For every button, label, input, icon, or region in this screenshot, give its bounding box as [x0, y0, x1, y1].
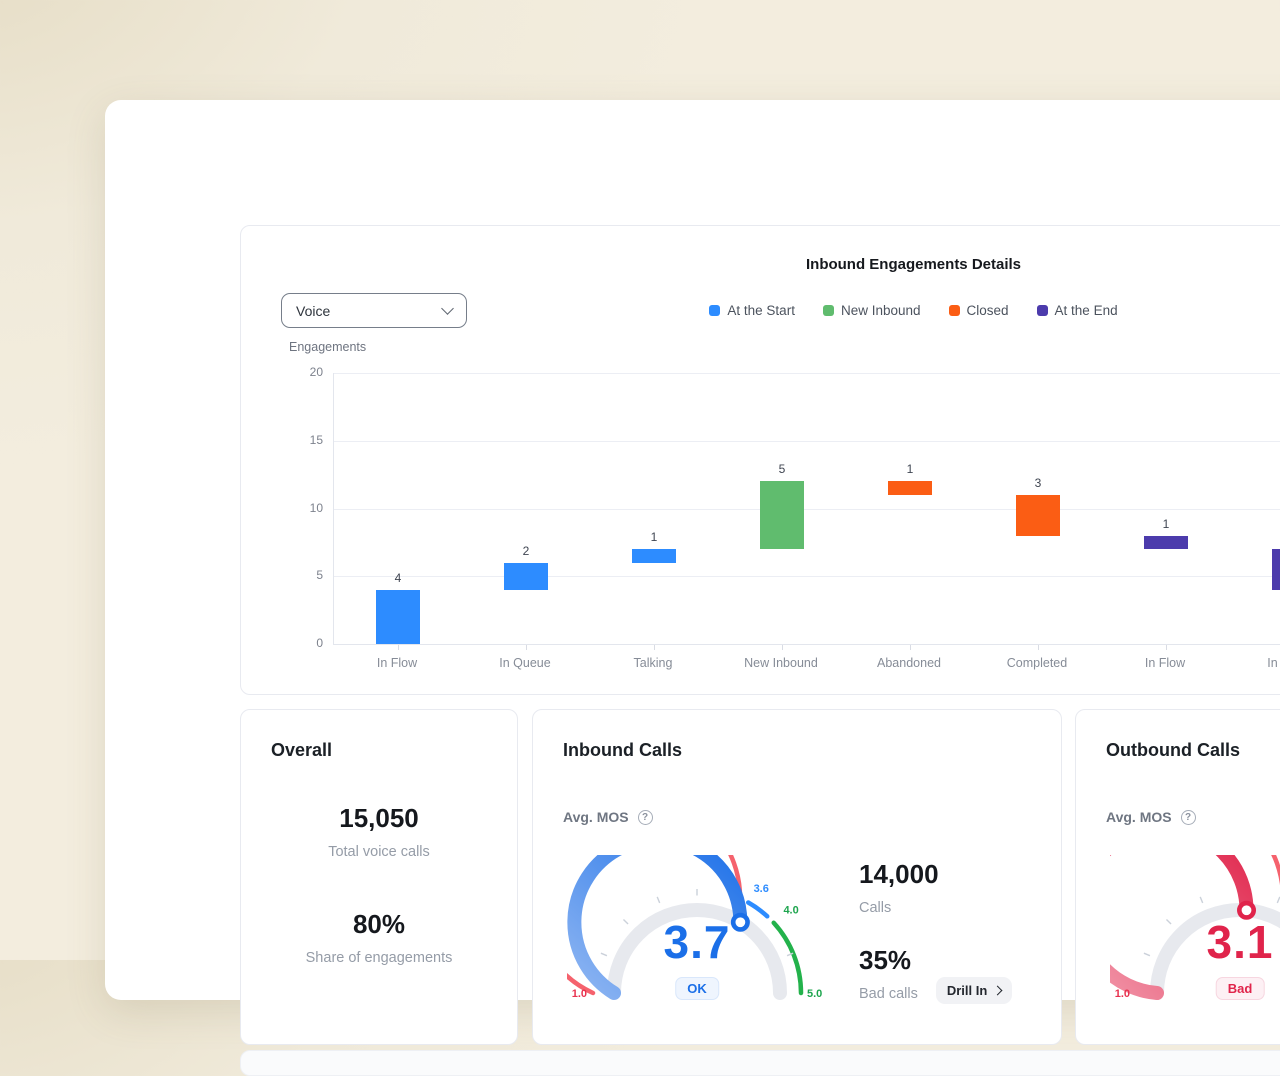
bar-in-flow[interactable] — [376, 589, 420, 644]
inbound-mos-gauge: 1.0 3.6 4.0 5.0 3.7 OK — [529, 792, 827, 1009]
x-axis-label: In Queue — [1267, 656, 1280, 670]
total-voice-calls-label: Total voice calls — [328, 844, 430, 860]
gauge-tick-label: 3.6 — [754, 883, 769, 895]
x-axis-label: Completed — [1006, 656, 1068, 670]
legend-swatch-icon — [822, 305, 834, 316]
question-circle-icon[interactable]: ? — [1180, 809, 1196, 825]
gauge-tick-label: 1.0 — [1115, 988, 1130, 1000]
x-axis-label: In Queue — [499, 656, 551, 670]
total-voice-calls-value: 15,050 — [339, 803, 419, 833]
avg-mos-label: Avg. MOS — [1106, 809, 1172, 825]
gauge-value: 3.1 — [1206, 916, 1274, 968]
x-tick — [526, 645, 527, 650]
y-tick-label: 10 — [309, 500, 323, 515]
x-tick — [654, 645, 655, 650]
gridline — [334, 576, 1280, 578]
drill-in-label: Drill In — [946, 982, 988, 998]
bad-calls-value: 35% — [859, 945, 912, 975]
inbound-side-stats: 14,000 Calls 35% Bad calls Drill In — [859, 858, 1013, 1004]
overall-stats: 15,050 Total voice calls 80% Share of en… — [241, 802, 517, 968]
y-tick-label: 15 — [309, 432, 323, 447]
outbound-avg-mos-row: Avg. MOS ? — [1106, 809, 1196, 825]
x-tick — [910, 645, 911, 650]
dashboard-panel: Inbound Engagements Details Voice At the… — [105, 100, 1280, 1076]
legend-label: At the Start — [727, 303, 795, 318]
legend-item-at-the-end[interactable]: At the End — [1036, 303, 1118, 318]
share-of-engagements-label: Share of engagements — [305, 950, 453, 966]
bar-in-queue[interactable] — [1272, 549, 1280, 590]
drill-in-button[interactable]: Drill In — [935, 976, 1013, 1004]
gauge-value: 3.7 — [663, 916, 731, 968]
bad-calls-label: Bad calls — [859, 986, 918, 1002]
bar-talking[interactable] — [632, 549, 676, 563]
legend-label: New Inbound — [840, 303, 921, 318]
y-tick-label: 5 — [316, 568, 323, 583]
bar-value-label: 3 — [1264, 530, 1280, 544]
legend-swatch-icon — [948, 305, 960, 316]
x-tick — [782, 645, 783, 650]
gridline — [334, 508, 1280, 510]
overall-card: Overall 15,050 Total voice calls 80% Sha… — [240, 709, 518, 1045]
inbound-engagements-card: Inbound Engagements Details Voice At the… — [240, 225, 1280, 695]
bar-value-label: 2 — [522, 543, 530, 558]
x-axis-label: New Inbound — [744, 656, 818, 670]
bar-value-label: 1 — [650, 530, 658, 545]
inbound-calls-value: 14,000 — [859, 859, 939, 889]
bar-new-inbound[interactable] — [760, 481, 804, 550]
chart-legend: At the Start New Inbound Closed At the End — [241, 303, 1280, 318]
bar-completed[interactable] — [1016, 494, 1060, 536]
bar-value-label: 1 — [906, 462, 914, 477]
y-tick-label: 0 — [316, 636, 323, 650]
bar-plot: 4 2 1 5 1 3 1 3 — [333, 373, 1280, 650]
gridline — [334, 440, 1280, 442]
legend-item-closed[interactable]: Closed — [948, 303, 1009, 318]
legend-label: Closed — [966, 303, 1009, 318]
y-axis-title: Engagements — [289, 340, 367, 354]
x-axis-label: Talking — [633, 656, 673, 670]
bar-value-label: 1 — [1162, 516, 1170, 531]
overall-card-title: Overall — [271, 740, 333, 760]
outbound-card-title: Outbound Calls — [1106, 740, 1240, 760]
legend-item-at-the-start[interactable]: At the Start — [709, 303, 795, 318]
bar-value-label: 3 — [1034, 475, 1042, 490]
legend-label: At the End — [1054, 303, 1118, 318]
inbound-calls-label: Calls — [859, 900, 892, 916]
avg-mos-label: Avg. MOS — [563, 809, 629, 825]
inbound-card-title: Inbound Calls — [563, 740, 682, 760]
question-circle-icon[interactable]: ? — [637, 809, 653, 825]
x-axis-label: In Flow — [376, 656, 418, 670]
inbound-avg-mos-row: Avg. MOS ? — [563, 809, 653, 825]
share-of-engagements-value: 80% — [352, 909, 406, 939]
gauge-tick-label: 5.0 — [807, 988, 822, 1000]
x-tick — [1166, 645, 1167, 650]
y-tick-label: 20 — [309, 365, 323, 379]
bar-in-queue[interactable] — [504, 562, 548, 590]
inbound-calls-card: Inbound Calls Avg. MOS ? 1.0 3.6 4.0 5.0 3.7… — [529, 709, 1062, 1045]
chevron-right-icon — [992, 985, 1003, 995]
outbound-calls-card: Outbound Calls Avg. MOS ? 1.03.64.05.03.… — [1072, 709, 1280, 1045]
chart-title: Inbound Engagements Details — [805, 256, 1022, 273]
x-tick — [398, 645, 399, 650]
bar-value-label: 5 — [778, 462, 786, 477]
x-tick — [1038, 645, 1039, 650]
x-axis-label: Abandoned — [877, 656, 941, 670]
legend-swatch-icon — [709, 305, 721, 316]
gauge-tick-label: 1.0 — [572, 988, 587, 1000]
gridline — [334, 373, 1280, 374]
bar-abandoned[interactable] — [888, 481, 932, 495]
next-row-card-peek — [240, 1050, 1280, 1076]
gauge-status-badge: Bad — [1215, 977, 1265, 1000]
legend-swatch-icon — [1036, 305, 1048, 316]
legend-item-new-inbound[interactable]: New Inbound — [822, 303, 921, 318]
channel-filter-dropdown[interactable]: Voice — [281, 293, 467, 328]
gauge-tick-label: 4.0 — [783, 905, 798, 917]
bar-value-label: 4 — [394, 570, 402, 585]
gauge-status-badge: OK — [675, 977, 719, 1000]
bar-in-flow[interactable] — [1144, 535, 1188, 550]
channel-filter-value: Voice — [296, 302, 331, 319]
x-axis-label: In Flow — [1144, 656, 1186, 670]
